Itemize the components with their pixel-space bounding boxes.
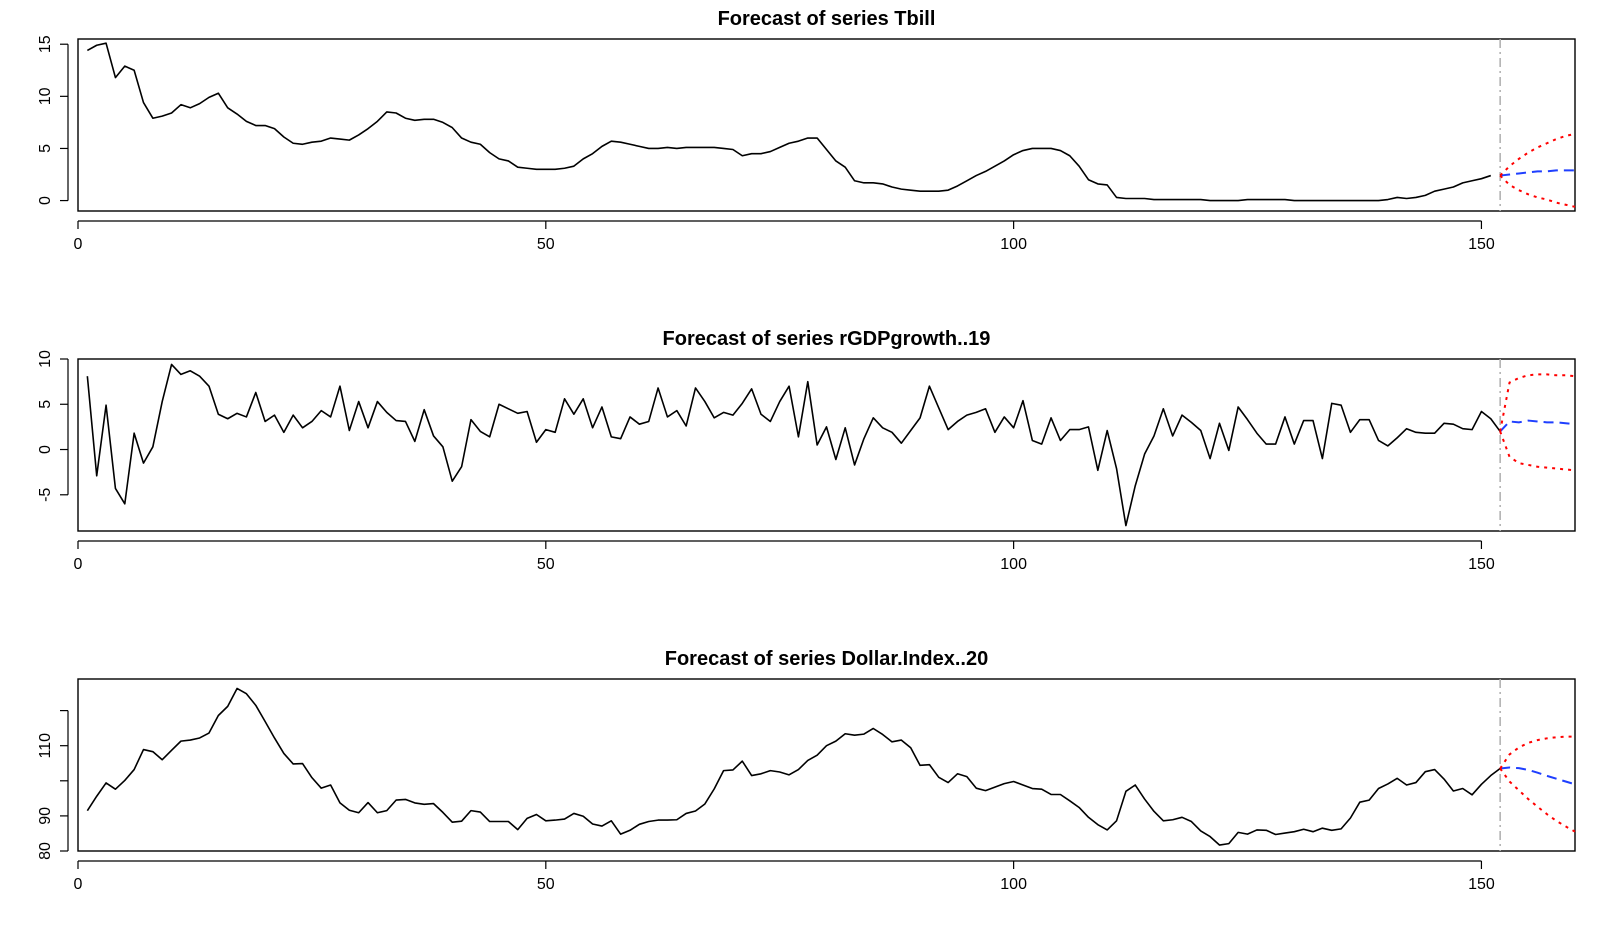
y-tick-label: 5: [37, 400, 54, 409]
lower-series-line: [1499, 431, 1576, 472]
plot-frame: [77, 678, 1576, 852]
y-tick-label: 10: [37, 350, 54, 368]
upper-series-line: [1499, 132, 1576, 177]
observed-series-line: [86, 363, 1501, 527]
x-tick-label: 0: [74, 556, 83, 573]
observed-series-line: [86, 687, 1501, 846]
x-tick-label: 50: [537, 236, 555, 253]
y-tick-label: 80: [37, 842, 54, 860]
y-tick-label: 10: [37, 87, 54, 105]
chart-panel-2: Forecast of series rGDPgrowth..190 50 100 1…: [37, 328, 1576, 573]
observed-series-line: [86, 42, 1492, 202]
y-tick-label: -5: [37, 488, 54, 502]
y-tick-label: 5: [37, 144, 54, 153]
y-tick-label: 15: [37, 35, 54, 53]
x-tick-label: 150: [1468, 556, 1495, 573]
upper-series-line: [1499, 735, 1575, 770]
x-tick-label: 100: [1000, 236, 1027, 253]
x-tick-label: 0: [74, 876, 83, 893]
x-tick-label: 150: [1468, 236, 1495, 253]
y-tick-label: 90: [37, 807, 54, 825]
chart-panel-1: Forecast of series Tbill 0 50 100 150 0 5 10 15: [37, 8, 1576, 253]
lower-series-line: [1499, 174, 1576, 208]
chart-title: Forecast of series rGDPgrowth..19: [663, 328, 991, 350]
x-tick-label: 50: [537, 556, 555, 573]
forecast-series-line: [1500, 169, 1575, 177]
chart-title: Forecast of series Dollar.Index..20: [665, 648, 988, 670]
forecast-series-line: [1500, 766, 1576, 786]
y-tick-label: 0: [37, 445, 54, 454]
x-tick-label: 0: [74, 236, 83, 253]
x-tick-label: 100: [1000, 876, 1027, 893]
lower-series-line: [1499, 767, 1576, 833]
x-tick-label: 150: [1468, 876, 1495, 893]
chart-panel-3: Forecast of series Dollar.Index..20 0 50 10…: [37, 648, 1576, 893]
plot-frame: [77, 38, 1576, 212]
y-tick-label: 0: [37, 196, 54, 205]
x-tick-label: 100: [1000, 556, 1027, 573]
upper-series-line: [1499, 373, 1576, 432]
chart-title: Forecast of series Tbill: [718, 8, 936, 30]
y-tick-label: 110: [37, 733, 54, 759]
x-tick-label: 50: [537, 876, 555, 893]
forecast-series-line: [1499, 419, 1576, 433]
plot-frame: [77, 358, 1576, 532]
